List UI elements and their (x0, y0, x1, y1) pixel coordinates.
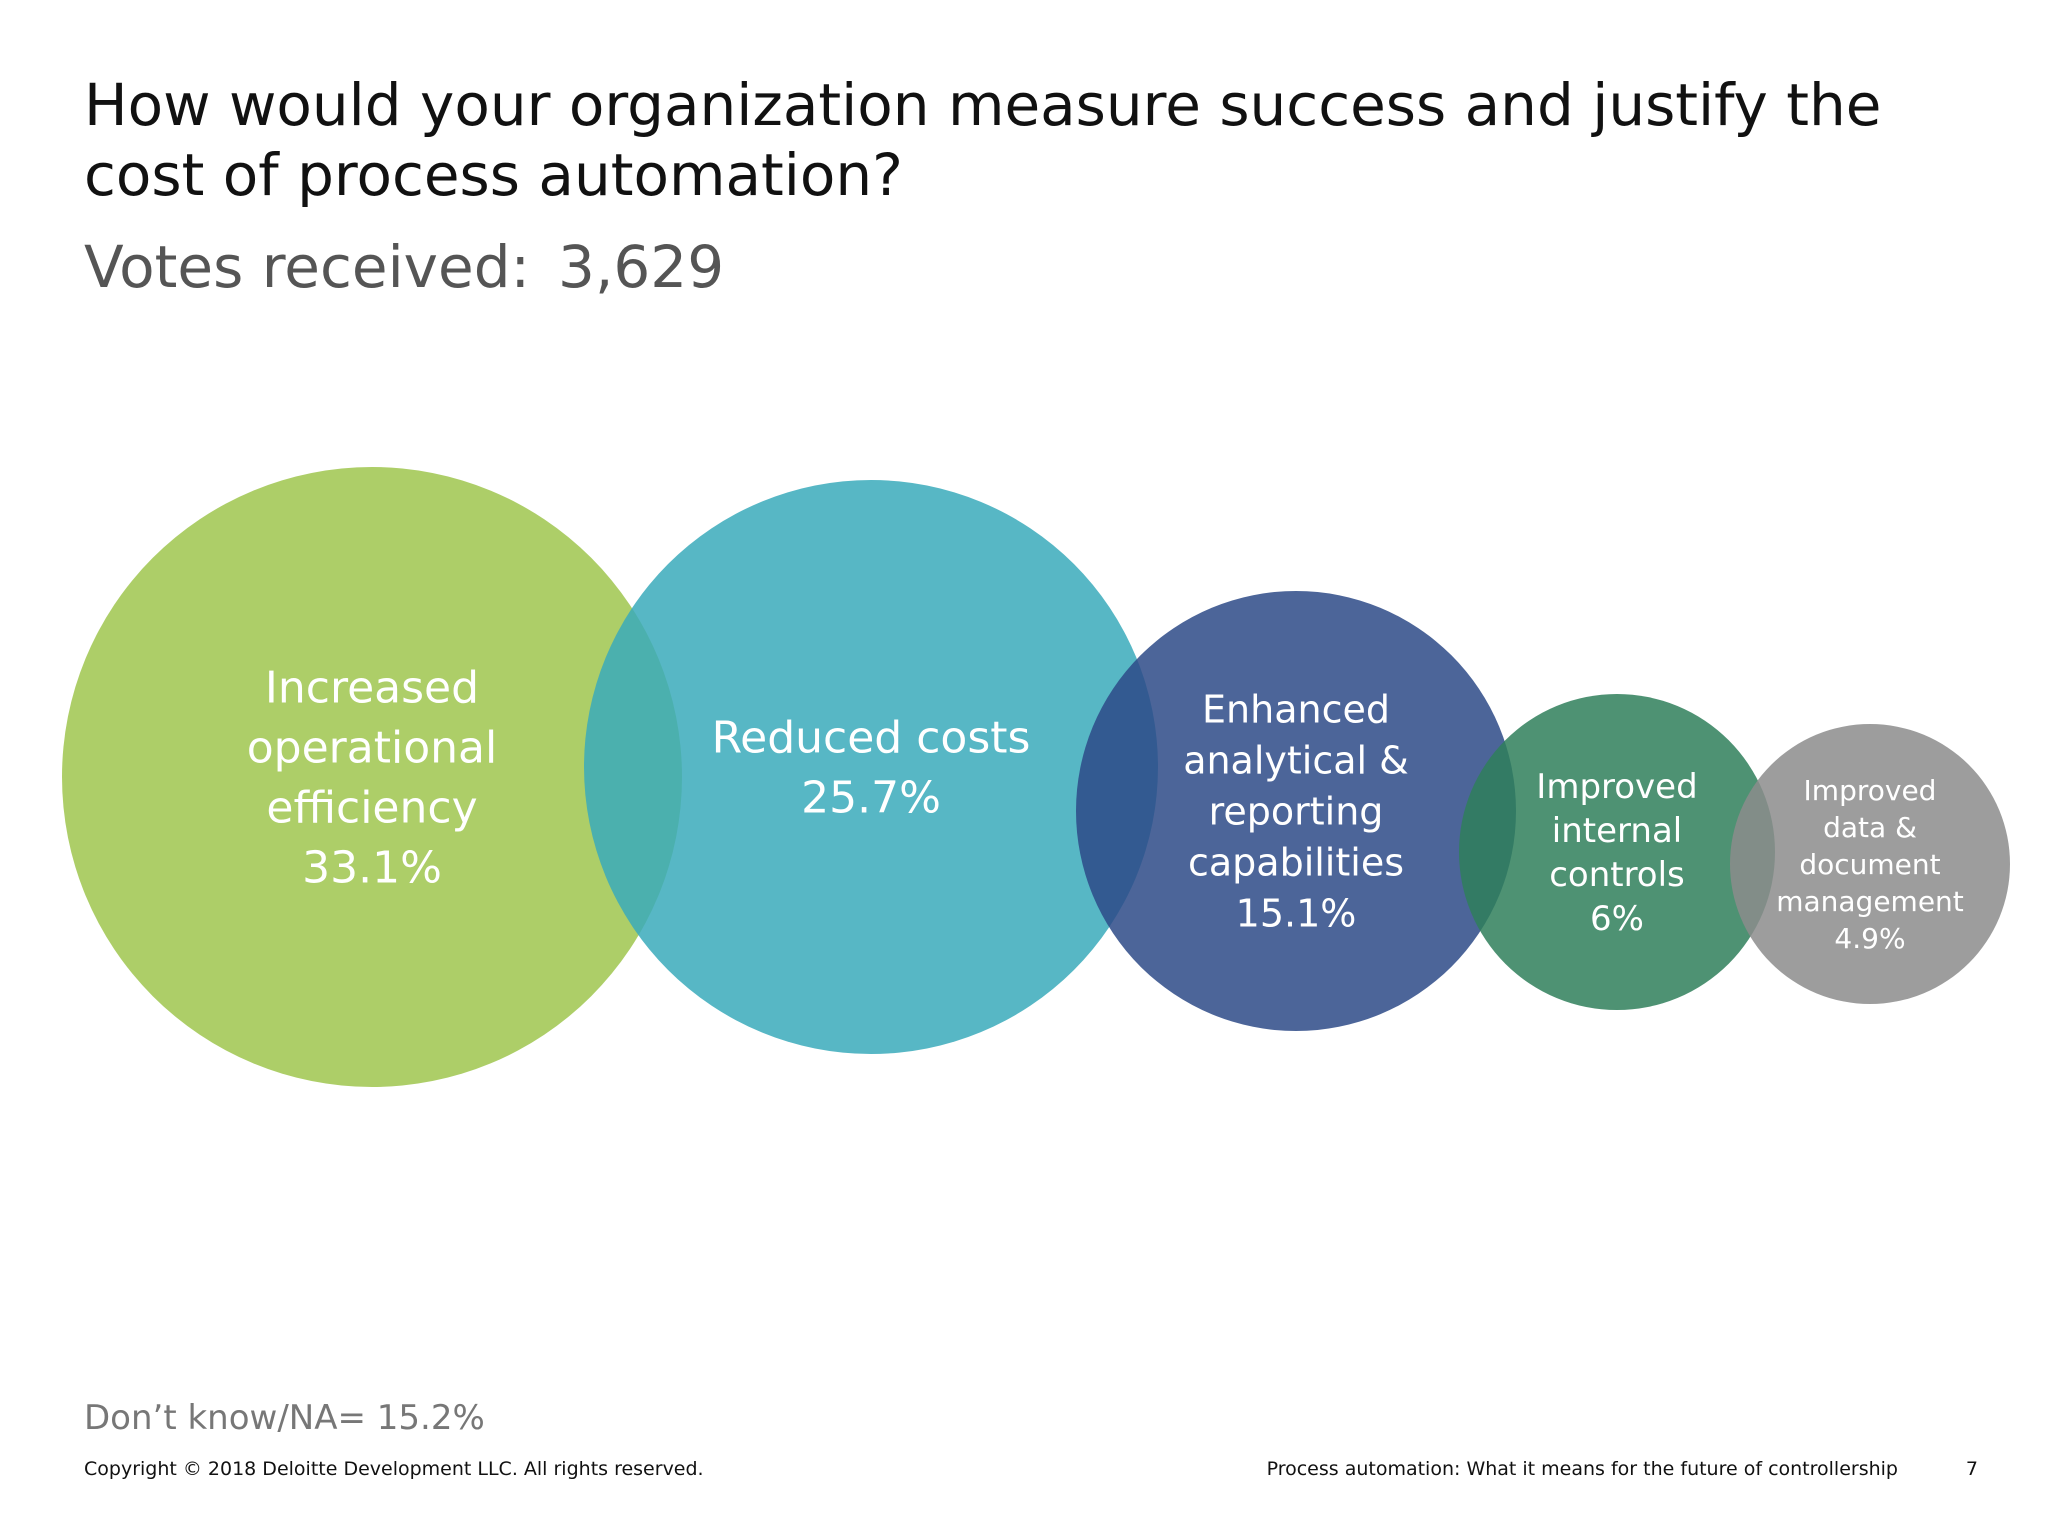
votes-value: 3,629 (558, 233, 725, 301)
bubble-improved-internal-controls (1459, 694, 1775, 1010)
bubble-label-improved-data-and-document-management: data & (1823, 811, 1917, 844)
bubble-increased-operational-efficiency (62, 467, 682, 1087)
bubble-label-improved-internal-controls: controls (1549, 855, 1685, 895)
bubble-value-improved-data-and-document-management: 4.9% (1834, 922, 1905, 955)
footer-title: Process automation: What it means for th… (1266, 1458, 1898, 1480)
bubble-reduced-costs (584, 480, 1158, 1054)
bubble-label-improved-data-and-document-management: Improved (1804, 774, 1937, 807)
bubble-label-enhanced-analytical-and-reporting-capabilities: analytical & (1183, 738, 1409, 782)
bubble-value-improved-internal-controls: 6% (1590, 899, 1644, 939)
bubble-label-improved-internal-controls: Improved (1536, 767, 1697, 807)
bubble-label-improved-data-and-document-management: management (1776, 885, 1964, 918)
bubble-enhanced-analytical-and-reporting-capabilities (1076, 591, 1516, 1031)
bubble-label-reduced-costs: Reduced costs (712, 712, 1031, 763)
votes-label: Votes received: (84, 233, 531, 301)
bubble-improved-data-and-document-management (1730, 724, 2010, 1004)
votes-received: Votes received: 3,629 (84, 232, 724, 302)
copyright-notice: Copyright © 2018 Deloitte Development LL… (84, 1458, 704, 1480)
bubble-value-increased-operational-efficiency: 33.1% (302, 842, 442, 893)
bubble-label-increased-operational-efficiency: Increased (265, 662, 479, 713)
slide-title: How would your organization measure succ… (84, 71, 1882, 209)
bubble-label-increased-operational-efficiency: operational (247, 722, 497, 773)
bubble-label-improved-data-and-document-management: document (1799, 848, 1940, 881)
bubble-value-enhanced-analytical-and-reporting-capabilities: 15.1% (1236, 891, 1357, 935)
dont-know-footnote: Don’t know/NA= 15.2% (84, 1398, 485, 1438)
bubble-label-increased-operational-efficiency: efficiency (266, 782, 477, 833)
bubble-label-enhanced-analytical-and-reporting-capabilities: Enhanced (1202, 687, 1390, 731)
page-number: 7 (1965, 1458, 1978, 1480)
bubble-label-enhanced-analytical-and-reporting-capabilities: capabilities (1188, 840, 1404, 884)
bubble-label-enhanced-analytical-and-reporting-capabilities: reporting (1209, 789, 1384, 833)
bubble-label-improved-internal-controls: internal (1552, 811, 1682, 851)
bubble-value-reduced-costs: 25.7% (801, 772, 941, 823)
